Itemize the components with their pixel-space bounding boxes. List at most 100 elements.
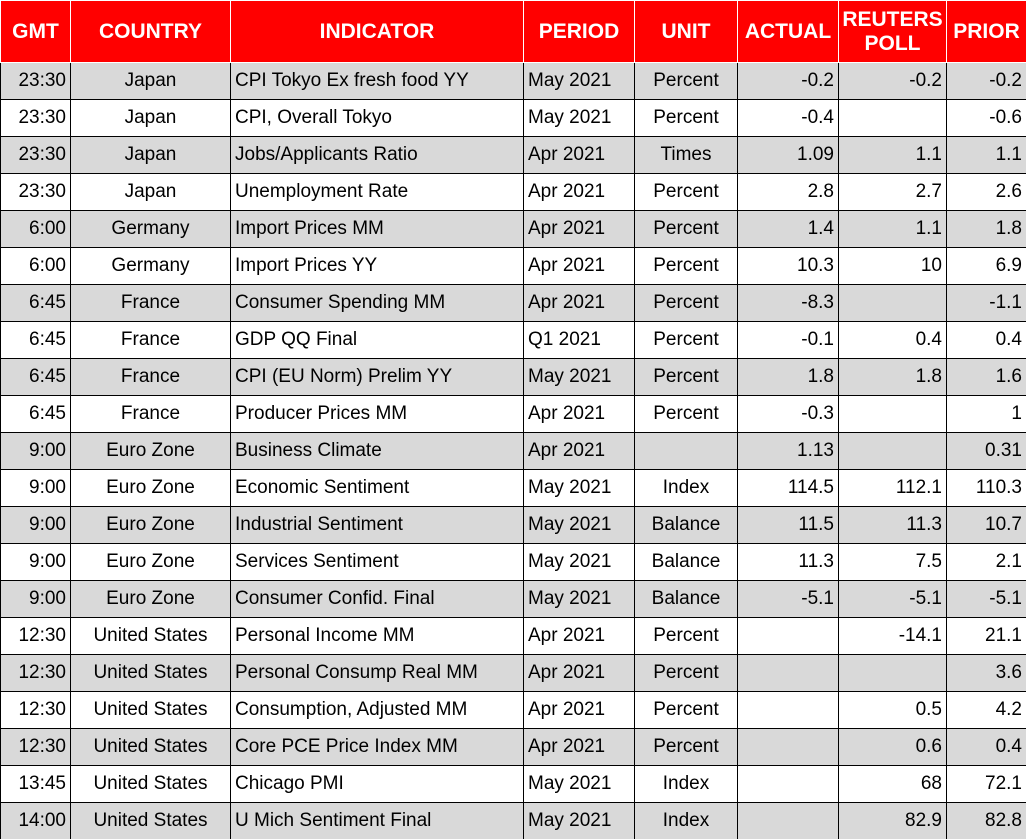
table-cell: -0.2: [946, 62, 1026, 100]
table-cell: United States: [70, 728, 231, 766]
column-header: GMT: [0, 0, 71, 63]
table-cell: Apr 2021: [523, 173, 635, 211]
table-cell: Apr 2021: [523, 210, 635, 248]
table-cell: 4.2: [946, 691, 1026, 729]
table-cell: 1.1: [946, 136, 1026, 174]
table-cell: United States: [70, 802, 231, 839]
table-cell: 0.5: [838, 691, 947, 729]
table-cell: Economic Sentiment: [230, 469, 524, 507]
table-cell: 82.8: [946, 802, 1026, 839]
table-row: 6:45 France GDP QQ Final Q1 2021 Percent -0.1…: [0, 321, 1026, 359]
table-cell: 82.9: [838, 802, 947, 839]
table-cell: Percent: [634, 321, 738, 359]
table-cell: Percent: [634, 210, 738, 248]
table-cell: CPI, Overall Tokyo: [230, 99, 524, 137]
table-cell: Percent: [634, 284, 738, 322]
table-cell: [838, 284, 947, 322]
table-cell: Percent: [634, 617, 738, 655]
table-cell: Japan: [70, 136, 231, 174]
table-cell: 11.5: [737, 506, 839, 544]
table-cell: Q1 2021: [523, 321, 635, 359]
table-cell: -0.2: [737, 62, 839, 100]
table-cell: May 2021: [523, 543, 635, 581]
table-cell: May 2021: [523, 62, 635, 100]
table-cell: Index: [634, 765, 738, 803]
table-cell: [737, 802, 839, 839]
table-cell: Apr 2021: [523, 432, 635, 470]
table-cell: 112.1: [838, 469, 947, 507]
table-cell: [838, 395, 947, 433]
table-cell: [838, 432, 947, 470]
table-cell: 1.1: [838, 136, 947, 174]
table-cell: May 2021: [523, 506, 635, 544]
table-cell: Percent: [634, 654, 738, 692]
table-row: 12:30 United States Consumption, Adjusted …: [0, 691, 1026, 729]
table-cell: Balance: [634, 580, 738, 618]
table-cell: [634, 432, 738, 470]
table-cell: Euro Zone: [70, 580, 231, 618]
table-cell: Percent: [634, 173, 738, 211]
table-cell: 9:00: [0, 543, 71, 581]
table-cell: United States: [70, 691, 231, 729]
table-cell: -5.1: [946, 580, 1026, 618]
table-row: 23:30 Japan CPI Tokyo Ex fresh food YY May …: [0, 62, 1026, 100]
table-cell: Euro Zone: [70, 506, 231, 544]
table-cell: Index: [634, 469, 738, 507]
table-cell: 6.9: [946, 247, 1026, 285]
table-cell: U Mich Sentiment Final: [230, 802, 524, 839]
table-cell: 6:00: [0, 210, 71, 248]
table-cell: -1.1: [946, 284, 1026, 322]
table-cell: 1.8: [946, 210, 1026, 248]
table-cell: Percent: [634, 395, 738, 433]
table-cell: -0.1: [737, 321, 839, 359]
table-cell: Apr 2021: [523, 691, 635, 729]
table-cell: [838, 654, 947, 692]
table-cell: Unemployment Rate: [230, 173, 524, 211]
table-cell: 114.5: [737, 469, 839, 507]
table-cell: Chicago PMI: [230, 765, 524, 803]
table-row: 6:00 Germany Import Prices MM Apr 2021 Perce…: [0, 210, 1026, 248]
table-cell: Apr 2021: [523, 617, 635, 655]
table-cell: 1.6: [946, 358, 1026, 396]
table-cell: Times: [634, 136, 738, 174]
table-cell: Percent: [634, 62, 738, 100]
table-cell: France: [70, 321, 231, 359]
table-cell: Apr 2021: [523, 136, 635, 174]
table-cell: 6:45: [0, 321, 71, 359]
table-cell: -0.4: [737, 99, 839, 137]
table-cell: 1.1: [838, 210, 947, 248]
table-cell: Import Prices YY: [230, 247, 524, 285]
table-cell: -0.2: [838, 62, 947, 100]
table-cell: Apr 2021: [523, 395, 635, 433]
table-cell: May 2021: [523, 99, 635, 137]
table-cell: 23:30: [0, 173, 71, 211]
table-cell: 1: [946, 395, 1026, 433]
table-cell: Percent: [634, 247, 738, 285]
table-cell: Japan: [70, 62, 231, 100]
table-cell: Japan: [70, 99, 231, 137]
table-row: 6:00 Germany Import Prices YY Apr 2021 Perce…: [0, 247, 1026, 285]
table-cell: CPI Tokyo Ex fresh food YY: [230, 62, 524, 100]
table-row: 6:45 France Consumer Spending MM Apr 2021 Pe…: [0, 284, 1026, 322]
column-header: PERIOD: [523, 0, 635, 63]
column-header: COUNTRY: [70, 0, 231, 63]
table-cell: 7.5: [838, 543, 947, 581]
table-cell: 12:30: [0, 617, 71, 655]
table-cell: 0.4: [946, 321, 1026, 359]
table-cell: Core PCE Price Index MM: [230, 728, 524, 766]
table-row: 14:00 United States U Mich Sentiment Final…: [0, 802, 1026, 839]
table-cell: [737, 617, 839, 655]
table-cell: Consumer Spending MM: [230, 284, 524, 322]
table-row: 6:45 France CPI (EU Norm) Prelim YY May 202…: [0, 358, 1026, 396]
table-cell: 9:00: [0, 469, 71, 507]
table-cell: May 2021: [523, 765, 635, 803]
table-cell: 23:30: [0, 99, 71, 137]
table-cell: May 2021: [523, 469, 635, 507]
header-row: GMT COUNTRY INDICATOR PERIOD UNIT ACTUAL REUTE…: [0, 0, 1026, 63]
table-cell: [737, 765, 839, 803]
table-cell: 9:00: [0, 580, 71, 618]
table-row: 23:30 Japan Jobs/Applicants Ratio Apr 2021 T…: [0, 136, 1026, 174]
table-cell: -0.3: [737, 395, 839, 433]
column-header: PRIOR: [946, 0, 1026, 63]
table-row: 6:45 France Producer Prices MM Apr 2021 Perc…: [0, 395, 1026, 433]
